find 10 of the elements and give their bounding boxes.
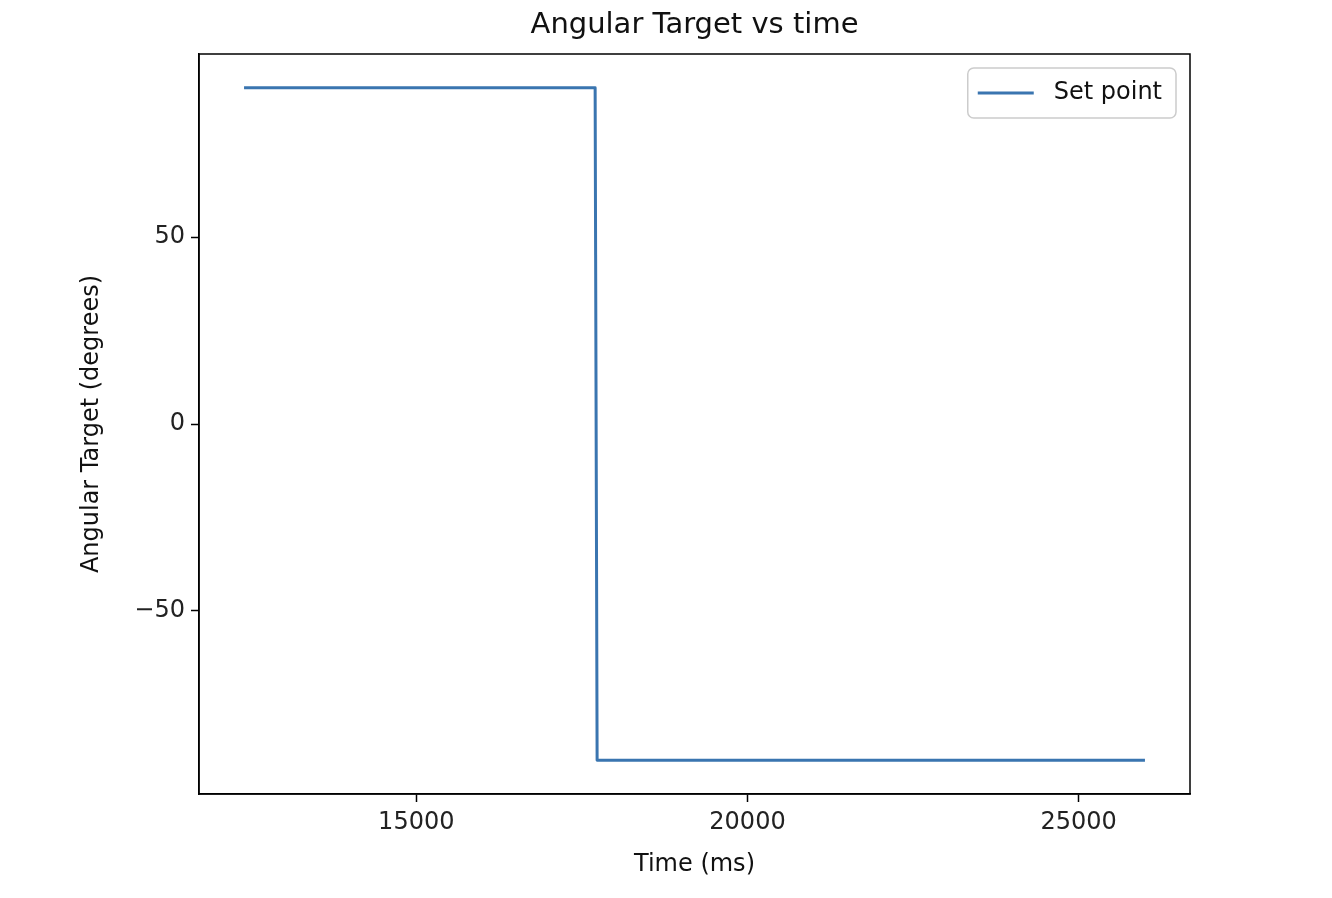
x-tick-label: 20000 xyxy=(709,806,786,835)
y-tick-label: 0 xyxy=(169,408,185,437)
legend-label: Set point xyxy=(1053,77,1162,106)
y-tick-label: −50 xyxy=(134,595,185,624)
x-tick-label: 15000 xyxy=(378,806,455,835)
x-tick-label: 25000 xyxy=(1040,806,1117,835)
y-axis-title: Angular Target (degrees) xyxy=(76,274,105,574)
y-tick-label: 50 xyxy=(154,221,185,250)
chart-title: Angular Target vs time xyxy=(530,5,859,40)
x-axis-title: Time (ms) xyxy=(633,849,755,878)
